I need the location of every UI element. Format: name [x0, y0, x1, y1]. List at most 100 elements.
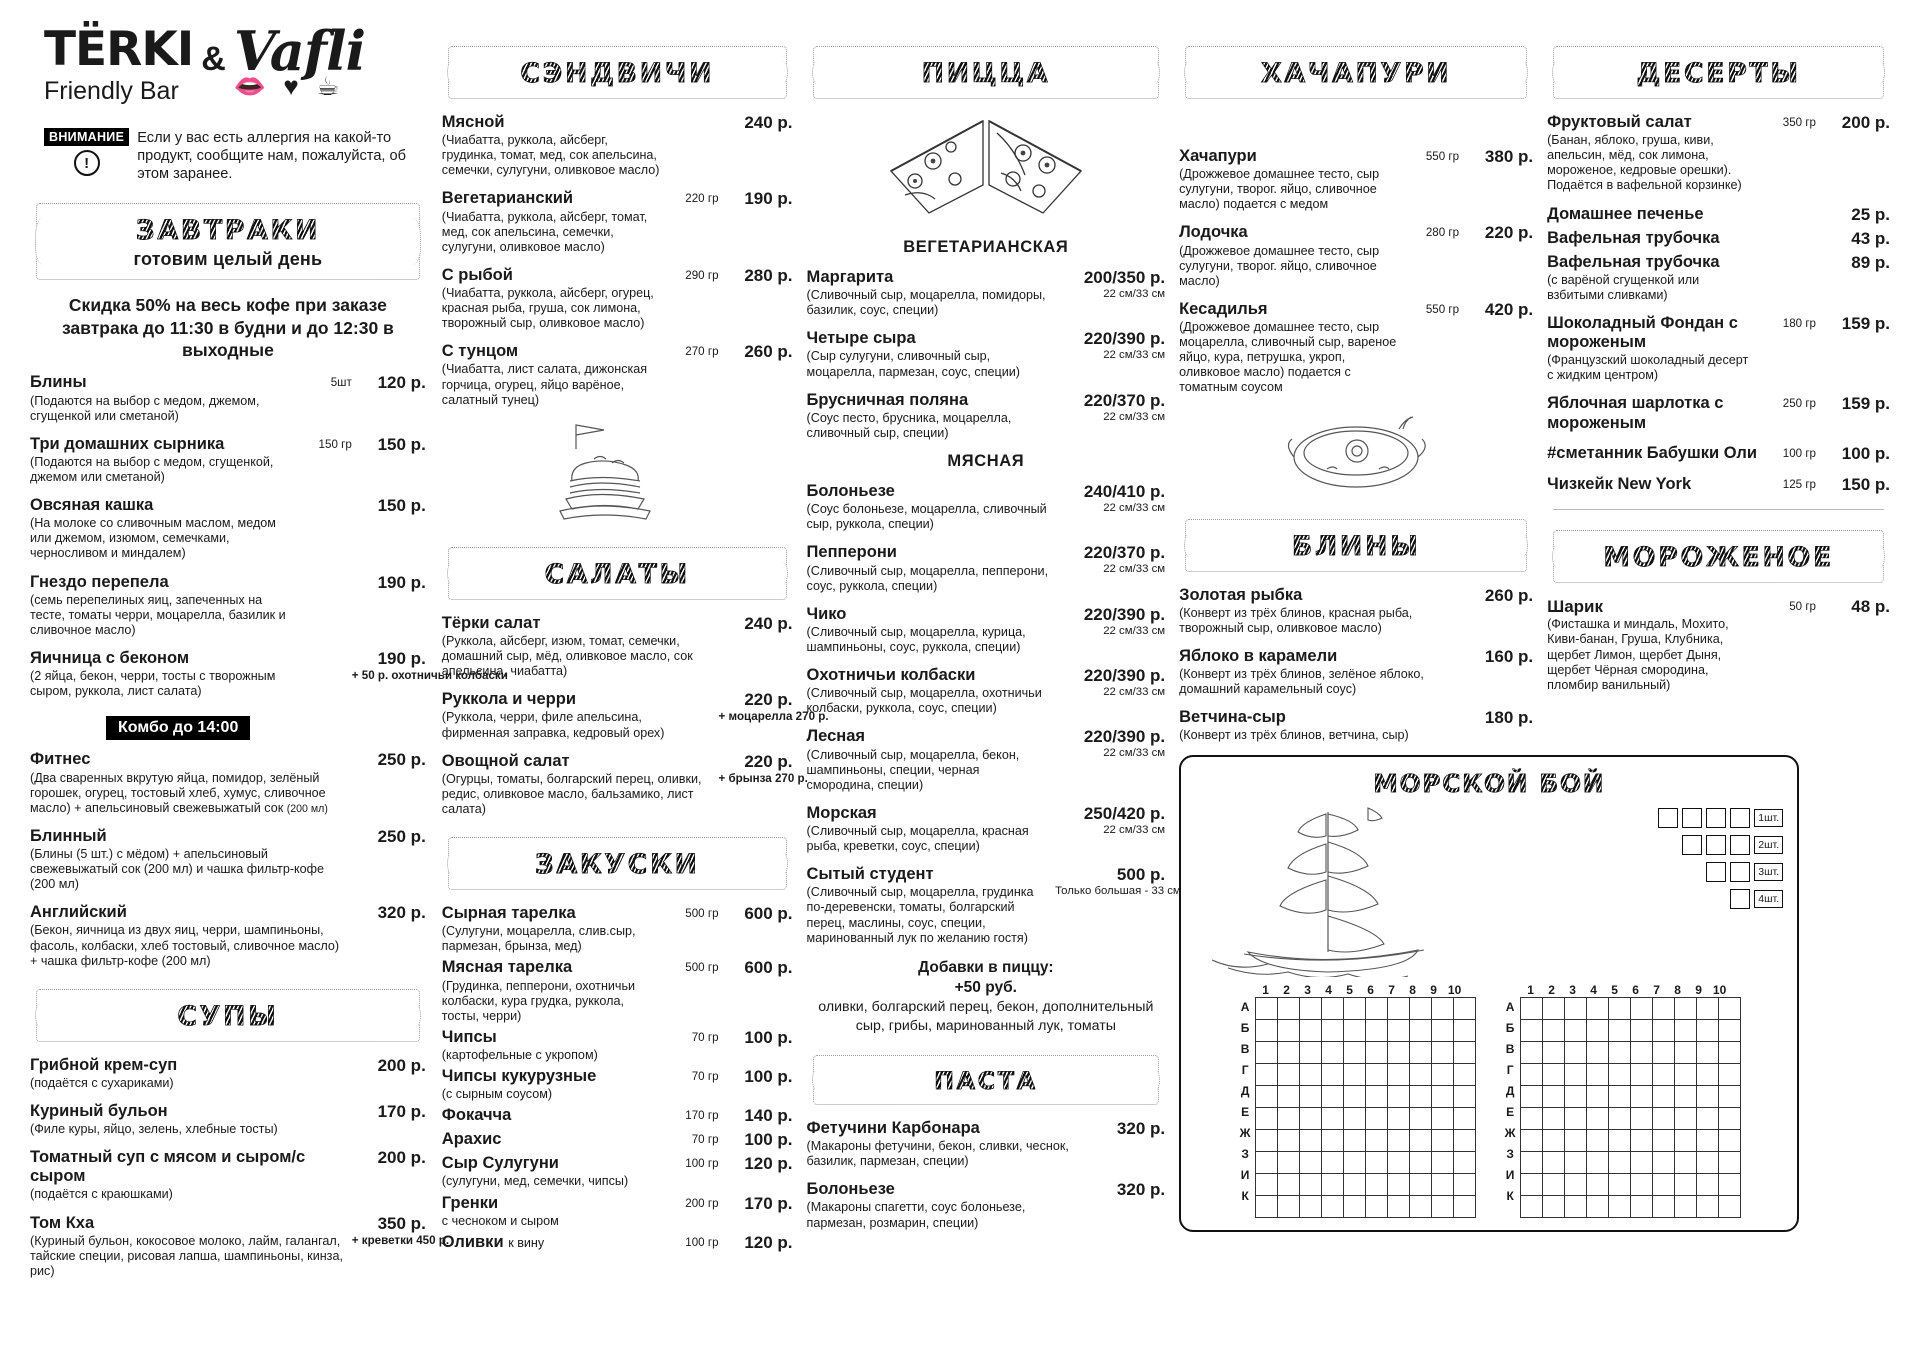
grid-cell[interactable] — [1520, 1040, 1544, 1064]
grid-cell[interactable] — [1453, 1018, 1477, 1042]
grid-cell[interactable] — [1453, 1106, 1477, 1130]
grid-cell[interactable] — [1255, 1128, 1279, 1152]
grid-cell[interactable] — [1321, 1018, 1345, 1042]
grid-table[interactable] — [1255, 996, 1477, 1218]
grid-cell[interactable] — [1409, 1172, 1433, 1196]
grid-row[interactable] — [1520, 1062, 1742, 1086]
battleship-grid-right[interactable]: 1 2 3 4 5 6 7 8 9 10 А Б — [1502, 983, 1742, 1218]
grid-cell[interactable] — [1409, 1018, 1433, 1042]
grid-cell[interactable] — [1409, 996, 1433, 1020]
grid-cell[interactable] — [1387, 1084, 1411, 1108]
grid-row[interactable] — [1255, 1062, 1477, 1086]
grid-row[interactable] — [1255, 1194, 1477, 1218]
grid-cell[interactable] — [1520, 1150, 1544, 1174]
grid-cell[interactable] — [1387, 1172, 1411, 1196]
grid-cell[interactable] — [1520, 1128, 1544, 1152]
grid-cell[interactable] — [1453, 1040, 1477, 1064]
grid-cell[interactable] — [1343, 1018, 1367, 1042]
grid-cell[interactable] — [1387, 996, 1411, 1020]
grid-cell[interactable] — [1520, 1084, 1544, 1108]
grid-cell[interactable] — [1520, 996, 1544, 1020]
grid-cell[interactable] — [1409, 1106, 1433, 1130]
grid-table[interactable] — [1520, 996, 1742, 1218]
grid-row[interactable] — [1520, 996, 1742, 1020]
grid-cell[interactable] — [1387, 1194, 1411, 1218]
grid-cell[interactable] — [1520, 1018, 1544, 1042]
grid-cell[interactable] — [1365, 1172, 1389, 1196]
grid-cell[interactable] — [1431, 1150, 1455, 1174]
battleship-game[interactable]: МОРСКОЙ БОЙ — [1179, 754, 1800, 1232]
grid-cell[interactable] — [1453, 996, 1477, 1020]
grid-cell[interactable] — [1277, 1040, 1301, 1064]
grid-cell[interactable] — [1343, 1128, 1367, 1152]
grid-cell[interactable] — [1255, 1062, 1279, 1086]
grid-cell[interactable] — [1453, 1150, 1477, 1174]
grid-cell[interactable] — [1299, 1018, 1323, 1042]
grid-cell[interactable] — [1321, 1062, 1345, 1086]
grid-cell[interactable] — [1387, 1106, 1411, 1130]
grid-cell[interactable] — [1365, 1062, 1389, 1086]
grid-row[interactable] — [1255, 1018, 1477, 1042]
grid-row[interactable] — [1255, 1084, 1477, 1108]
grid-row[interactable] — [1255, 1128, 1477, 1152]
grid-cell[interactable] — [1431, 1062, 1455, 1086]
grid-cell[interactable] — [1343, 1040, 1367, 1064]
grid-cell[interactable] — [1409, 1194, 1433, 1218]
grid-cell[interactable] — [1255, 1194, 1279, 1218]
grid-cell[interactable] — [1453, 1062, 1477, 1086]
grid-cell[interactable] — [1343, 1150, 1367, 1174]
grid-cell[interactable] — [1431, 1040, 1455, 1064]
grid-cell[interactable] — [1343, 1172, 1367, 1196]
grid-cell[interactable] — [1409, 1040, 1433, 1064]
grid-cell[interactable] — [1718, 1194, 1742, 1218]
grid-cell[interactable] — [1321, 1150, 1345, 1174]
grid-cell[interactable] — [1321, 1040, 1345, 1064]
grid-cell[interactable] — [1387, 1128, 1411, 1152]
grid-cell[interactable] — [1431, 1194, 1455, 1218]
grid-cell[interactable] — [1255, 1150, 1279, 1174]
grid-cell[interactable] — [1520, 1172, 1544, 1196]
grid-cell[interactable] — [1343, 1106, 1367, 1130]
grid-cell[interactable] — [1365, 1084, 1389, 1108]
grid-cell[interactable] — [1321, 1084, 1345, 1108]
grid-cell[interactable] — [1321, 996, 1345, 1020]
grid-cell[interactable] — [1409, 1084, 1433, 1108]
grid-row[interactable] — [1255, 1172, 1477, 1196]
grid-cell[interactable] — [1453, 1172, 1477, 1196]
grid-cell[interactable] — [1431, 1018, 1455, 1042]
grid-row[interactable] — [1520, 1150, 1742, 1174]
grid-cell[interactable] — [1299, 1106, 1323, 1130]
grid-cell[interactable] — [1277, 1062, 1301, 1086]
grid-cell[interactable] — [1321, 1106, 1345, 1130]
grid-cell[interactable] — [1277, 996, 1301, 1020]
grid-cell[interactable] — [1387, 1040, 1411, 1064]
grid-cell[interactable] — [1299, 1040, 1323, 1064]
grid-row[interactable] — [1520, 1106, 1742, 1130]
grid-cell[interactable] — [1321, 1128, 1345, 1152]
grid-cell[interactable] — [1277, 1128, 1301, 1152]
battleship-grid-left[interactable]: 1 2 3 4 5 6 7 8 9 10 А Б — [1237, 983, 1477, 1218]
grid-cell[interactable] — [1277, 1150, 1301, 1174]
grid-cell[interactable] — [1255, 1040, 1279, 1064]
grid-cell[interactable] — [1409, 1062, 1433, 1086]
grid-cell[interactable] — [1365, 1150, 1389, 1174]
grid-cell[interactable] — [1365, 1018, 1389, 1042]
grid-cell[interactable] — [1520, 1194, 1544, 1218]
grid-cell[interactable] — [1299, 1150, 1323, 1174]
grid-cell[interactable] — [1431, 1128, 1455, 1152]
grid-cell[interactable] — [1343, 1062, 1367, 1086]
grid-row[interactable] — [1520, 1018, 1742, 1042]
grid-cell[interactable] — [1365, 1128, 1389, 1152]
grid-cell[interactable] — [1255, 1084, 1279, 1108]
grid-cell[interactable] — [1453, 1194, 1477, 1218]
grid-cell[interactable] — [1453, 1084, 1477, 1108]
grid-cell[interactable] — [1277, 1172, 1301, 1196]
grid-cell[interactable] — [1431, 996, 1455, 1020]
grid-row[interactable] — [1255, 1150, 1477, 1174]
battleship-grids[interactable]: 1 2 3 4 5 6 7 8 9 10 А Б — [1193, 983, 1785, 1218]
grid-cell[interactable] — [1409, 1128, 1433, 1152]
grid-row[interactable] — [1520, 1194, 1742, 1218]
grid-cell[interactable] — [1277, 1194, 1301, 1218]
grid-row[interactable] — [1255, 1040, 1477, 1064]
grid-cell[interactable] — [1299, 1062, 1323, 1086]
